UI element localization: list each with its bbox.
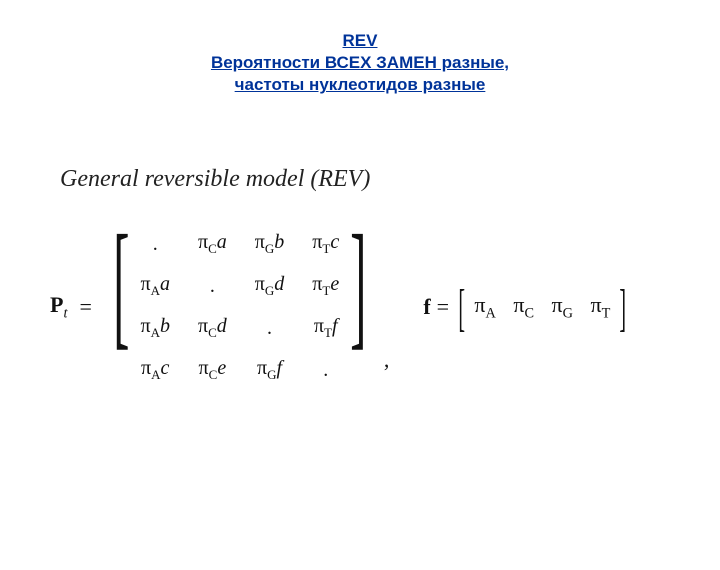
matrix-cell: πTe xyxy=(298,265,353,307)
left-bracket-icon: [ xyxy=(113,215,129,383)
equals-sign: = xyxy=(79,294,91,320)
slide-header: REV Вероятности ВСЕХ ЗАМЕН разные, часто… xyxy=(0,30,720,96)
header-line2: Вероятности ВСЕХ ЗАМЕН разные, xyxy=(211,53,509,72)
matrix-brackets: [ . πCa πGb πTc πAa . πGd πTe πAb πCd . … xyxy=(98,223,382,391)
header-line3: частоты нуклеотидов разные xyxy=(235,75,486,94)
matrix-lhs-subscript: t xyxy=(63,305,67,321)
fvector-element: πG xyxy=(552,292,573,317)
matrix-cell: πCd xyxy=(184,307,241,349)
right-bracket-icon: ] xyxy=(620,277,627,338)
matrix-cell: πAc xyxy=(126,349,184,391)
table-row: πAc πCe πGf . xyxy=(126,349,353,391)
matrix-lhs-symbol: P xyxy=(50,292,63,317)
equals-sign: = xyxy=(437,294,449,320)
matrix-cell: πTc xyxy=(298,223,353,265)
matrix-cell: πAb xyxy=(126,307,184,349)
matrix-lhs: Pt xyxy=(50,292,67,322)
matrix-cell: πGd xyxy=(241,265,299,307)
frequency-vector: f = [ πA πC πG πT ] xyxy=(423,284,629,331)
matrix-cell: . xyxy=(298,349,353,391)
table-row: πAa . πGd πTe xyxy=(126,265,353,307)
header-line1: REV xyxy=(343,31,378,50)
left-bracket-icon: [ xyxy=(458,277,465,338)
matrix-cell: πGf xyxy=(241,349,299,391)
fvector-element: πA xyxy=(474,292,495,317)
matrix-cell: πTf xyxy=(298,307,353,349)
matrix-cell: . xyxy=(126,223,184,265)
matrix-cell: πCe xyxy=(184,349,241,391)
matrix-cell: . xyxy=(184,265,241,307)
right-bracket-icon: ] xyxy=(350,215,366,383)
matrix-cell: . xyxy=(241,307,299,349)
fvector-element: πC xyxy=(513,292,534,317)
fvector-element: πT xyxy=(590,292,610,317)
matrix-cell: πGb xyxy=(241,223,299,265)
matrix-cell: πAa xyxy=(126,265,184,307)
fvector-lhs: f xyxy=(423,294,430,320)
substitution-matrix: . πCa πGb πTc πAa . πGd πTe πAb πCd . πT… xyxy=(126,223,353,391)
fvector-elements: πA πC πG πT xyxy=(468,292,616,322)
table-row: πAb πCd . πTf xyxy=(126,307,353,349)
equation-row: Pt = [ . πCa πGb πTc πAa . πGd πTe πAb π… xyxy=(50,223,720,391)
table-row: . πCa πGb πTc xyxy=(126,223,353,265)
matrix-cell: πCa xyxy=(184,223,241,265)
separator-comma: , xyxy=(384,347,390,373)
model-title: General reversible model (REV) xyxy=(60,166,720,193)
